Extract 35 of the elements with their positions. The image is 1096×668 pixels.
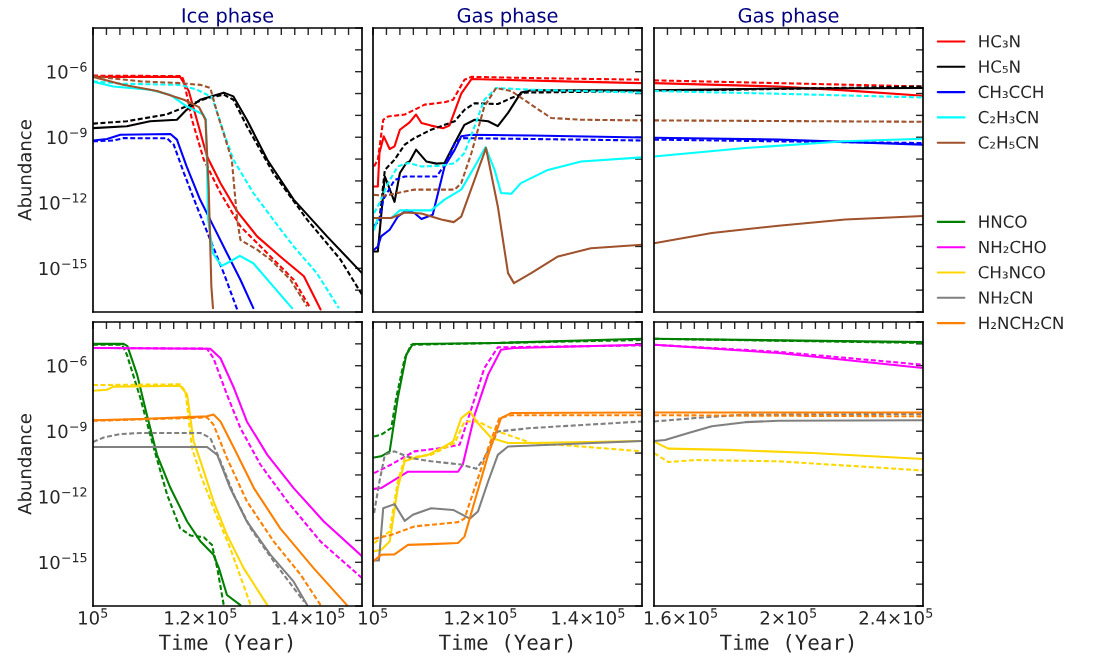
legend-label: NH₂CHO — [979, 240, 1046, 254]
x-tick-label: 1.2×10$^{5}$ — [165, 608, 237, 625]
chart-title: Gas phase — [457, 7, 558, 27]
x-tick-label: 1.2×10$^{5}$ — [445, 608, 517, 625]
y-tick-label: 10$^{−6}$ — [47, 356, 87, 373]
y-tick-label: 10$^{−12}$ — [39, 487, 87, 504]
y-tick-label: 10$^{−9}$ — [47, 127, 87, 145]
legend-label: HNCO — [979, 215, 1027, 228]
legend-label: C₂H₃CN — [978, 110, 1038, 124]
x-tick-label: 10$^{5}$ — [359, 608, 388, 625]
y-axis-title: Abundance — [17, 414, 32, 515]
legend-label: H₂NCH₂CN — [979, 316, 1063, 330]
y-tick-label: 10$^{−9}$ — [47, 421, 87, 439]
x-tick-label: 2×10$^{5}$ — [760, 608, 817, 625]
x-tick-label: 1.4×10$^{5}$ — [552, 608, 625, 625]
legend-label: C₂H₅CN — [978, 136, 1038, 149]
x-tick-label: 10$^{5}$ — [79, 608, 108, 625]
x-axis-title: Time (Year) — [720, 634, 854, 653]
x-tick-label: 1.6×10$^{5}$ — [645, 608, 717, 625]
y-tick-label: 10$^{−6}$ — [47, 62, 87, 79]
y-axis-title: Abundance — [17, 120, 32, 221]
legend-label: HC₅N — [979, 60, 1020, 73]
x-axis-title: Time (Year) — [439, 634, 573, 653]
legend-label: CH₃NCO — [978, 265, 1045, 279]
legend-label: HC₃N — [979, 34, 1020, 48]
x-tick-label: 2.4×10$^{5}$ — [859, 608, 933, 625]
x-tick-label: 1.4×10$^{5}$ — [272, 608, 345, 625]
chart-title: Ice phase — [182, 7, 274, 27]
y-tick-label: 10$^{−15}$ — [39, 552, 87, 570]
legend-label: NH₂CN — [979, 291, 1032, 304]
chart-title: Gas phase — [738, 7, 839, 27]
legend-label: CH₃CCH — [978, 85, 1043, 99]
y-tick-label: 10$^{−15}$ — [39, 258, 87, 276]
x-axis-title: Time (Year) — [159, 634, 293, 653]
y-tick-label: 10$^{−12}$ — [39, 193, 87, 210]
